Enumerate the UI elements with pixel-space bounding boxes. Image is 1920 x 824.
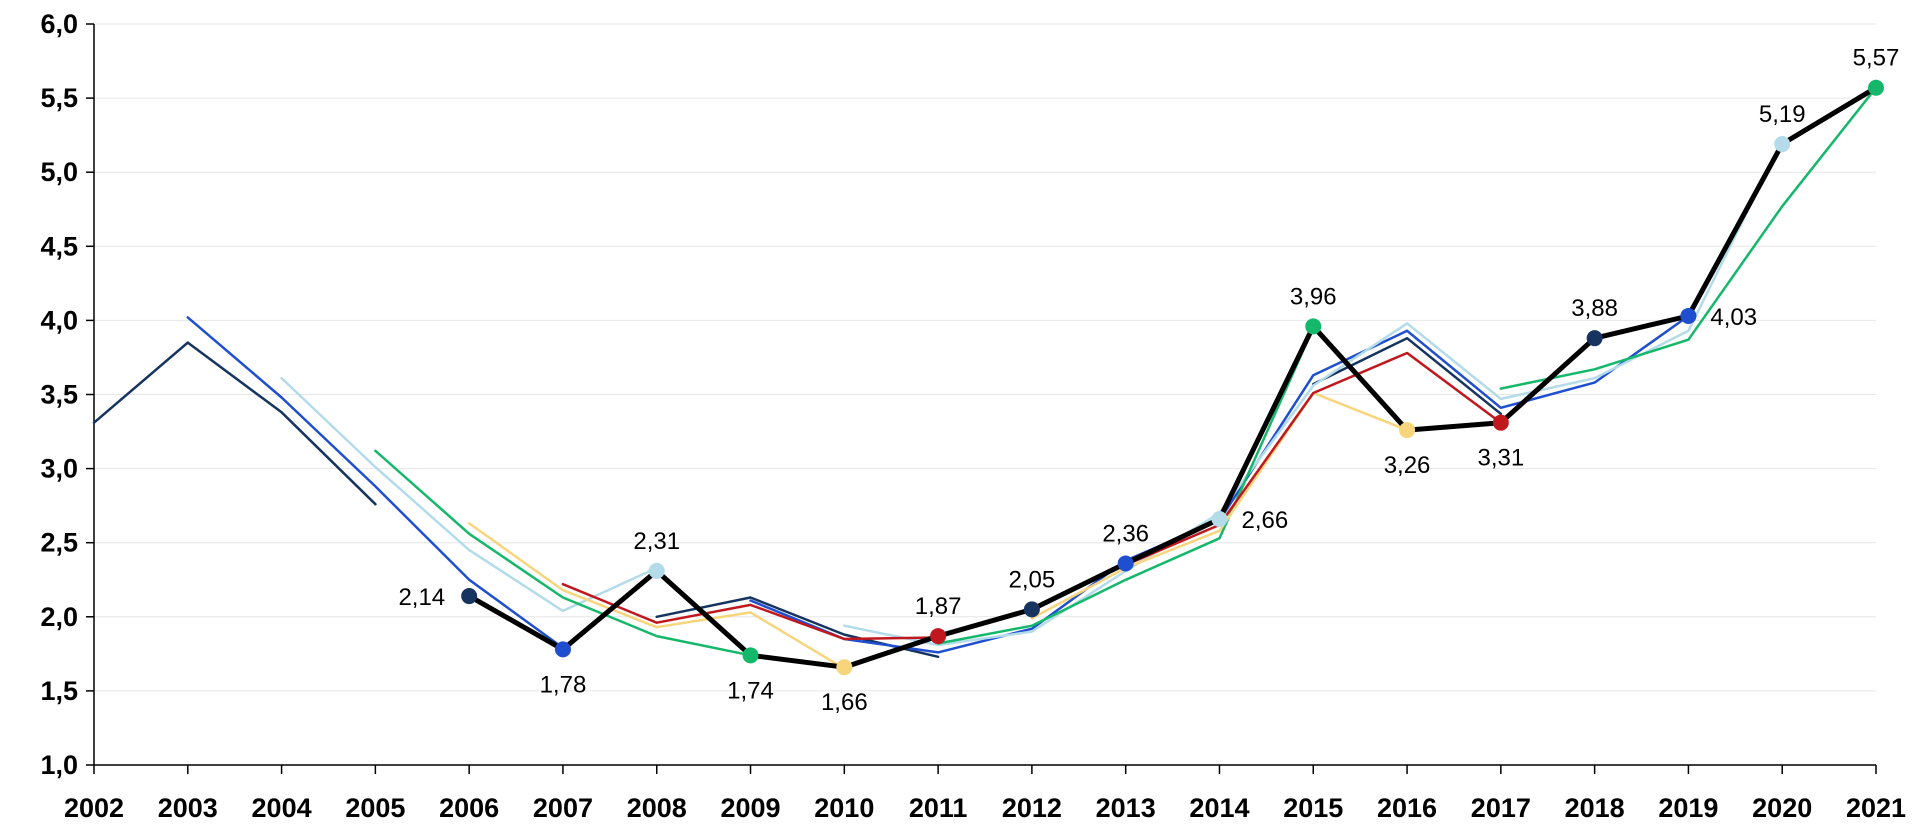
- data-label: 2,14: [398, 584, 445, 611]
- data-label: 2,31: [633, 528, 680, 555]
- data-label: 3,88: [1571, 295, 1618, 322]
- x-tick-label: 2011: [909, 793, 968, 823]
- data-point-marker: [1774, 136, 1791, 153]
- y-tick-label: 1,0: [40, 750, 78, 780]
- axes: [86, 23, 1877, 774]
- y-tick-label: 5,5: [40, 83, 78, 113]
- series-line-5: [561, 582, 940, 641]
- data-label: 3,96: [1290, 283, 1337, 310]
- x-tick-label: 2002: [64, 793, 124, 823]
- data-label: 2,66: [1241, 507, 1288, 534]
- series-line-6: [466, 85, 1879, 670]
- y-tick-label: 4,5: [40, 231, 78, 261]
- x-tick-label: 2003: [158, 793, 218, 823]
- series-line-4: [1030, 391, 1409, 620]
- x-tick-label: 2008: [627, 793, 687, 823]
- data-point-marker: [554, 641, 571, 658]
- data-label: 1,74: [727, 677, 774, 704]
- x-tick-labels: 2002 2003 2004 2005 2006 2007 2008 2009 2010 2011…: [64, 793, 1906, 823]
- x-tick-label: 2016: [1377, 793, 1437, 823]
- gridlines: [94, 23, 1876, 692]
- data-label: 1,66: [821, 689, 868, 716]
- data-label: 4,03: [1710, 304, 1757, 331]
- x-tick-label: 2015: [1283, 793, 1343, 823]
- x-tick-label: 2006: [439, 793, 499, 823]
- x-tick-label: 2010: [814, 793, 874, 823]
- y-tick-label: 2,5: [40, 528, 78, 558]
- x-tick-label: 2019: [1658, 793, 1718, 823]
- data-point-marker: [1586, 330, 1603, 347]
- data-point-marker: [1305, 318, 1322, 335]
- data-point-marker: [1117, 555, 1134, 572]
- data-label: 3,26: [1384, 452, 1431, 479]
- data-point-marker: [742, 647, 759, 664]
- x-tick-label: 2021: [1846, 793, 1906, 823]
- x-tick-label: 2005: [345, 793, 405, 823]
- data-point-marker: [836, 659, 853, 676]
- y-tick-label: 4,0: [40, 305, 78, 335]
- y-tick-label: 5,0: [40, 157, 78, 187]
- series-line-5: [1124, 351, 1503, 567]
- data-point-marker: [1868, 79, 1884, 96]
- data-point-marker: [930, 628, 947, 645]
- data-point-marker: [1023, 601, 1040, 618]
- x-tick-label: 2009: [720, 793, 780, 823]
- y-tick-label: 3,0: [40, 454, 78, 484]
- x-tick-label: 2014: [1189, 793, 1249, 823]
- series-line-1: [749, 314, 1690, 654]
- y-tick-label: 6,0: [40, 9, 78, 39]
- x-tick-label: 2004: [252, 793, 312, 823]
- data-point-marker: [1492, 414, 1509, 431]
- data-label: 3,31: [1477, 445, 1524, 472]
- data-label: 2,36: [1102, 520, 1149, 547]
- y-tick-label: 2,0: [40, 602, 78, 632]
- x-tick-label: 2018: [1565, 793, 1625, 823]
- data-point-marker: [461, 588, 478, 605]
- y-tick-label: 3,5: [40, 380, 78, 410]
- data-labels: 2,14 1,78 2,31 1,74 1,66 1,87 2,05 2,36 2,66 3,96…: [398, 45, 1899, 716]
- series-lines: [92, 85, 1879, 670]
- series-line-2: [843, 139, 1784, 647]
- series-line-3: [936, 326, 1315, 645]
- series-line-1: [186, 316, 565, 650]
- x-tick-label: 2012: [1002, 793, 1062, 823]
- series-line-0: [1312, 336, 1503, 416]
- x-tick-label: 2007: [533, 793, 593, 823]
- x-tick-label: 2013: [1096, 793, 1156, 823]
- data-point-marker: [1399, 422, 1416, 439]
- data-markers: [461, 79, 1884, 676]
- data-label: 2,05: [1009, 566, 1056, 593]
- data-label: 5,57: [1853, 45, 1900, 72]
- x-tick-label: 2020: [1752, 793, 1812, 823]
- y-tick-label: 1,5: [40, 676, 78, 706]
- series-line-3: [374, 449, 752, 657]
- series-line-4: [467, 522, 846, 670]
- data-label: 5,19: [1759, 101, 1806, 128]
- x-tick-label: 2017: [1471, 793, 1531, 823]
- data-point-marker: [1211, 510, 1228, 527]
- data-label: 1,87: [915, 593, 962, 620]
- data-label: 1,78: [540, 671, 587, 698]
- y-tick-labels: 1,0 1,5 2,0 2,5 3,0 3,5 4,0 4,5 5,0 5,5 6,0: [40, 9, 78, 780]
- series-line-2: [280, 376, 658, 613]
- data-point-marker: [648, 562, 665, 579]
- series-line-0: [92, 341, 377, 506]
- data-point-marker: [1680, 307, 1697, 324]
- series-line-3: [1499, 86, 1878, 390]
